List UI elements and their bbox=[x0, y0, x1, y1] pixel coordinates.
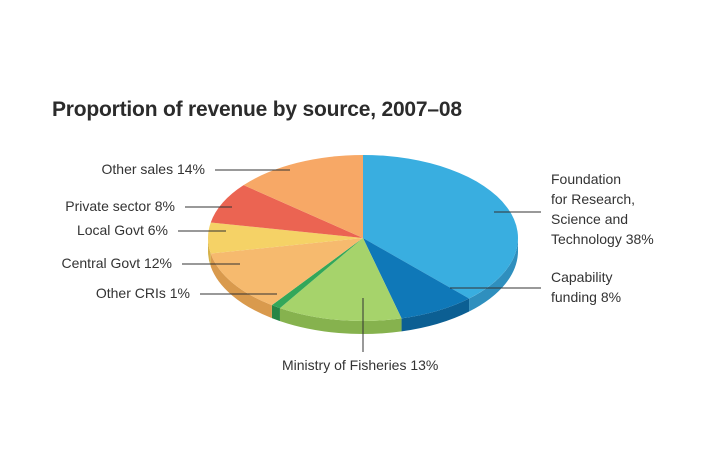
pie-slice bbox=[271, 238, 363, 309]
pie-slice-side bbox=[279, 308, 402, 334]
slice-label-line: Ministry of Fisheries 13% bbox=[282, 357, 438, 373]
slice-label-line: Private sector 8% bbox=[65, 198, 175, 214]
pie-slice bbox=[363, 155, 518, 299]
slice-label: Central Govt 12% bbox=[62, 255, 173, 271]
slice-label-line: Foundation bbox=[551, 171, 621, 187]
pie-slice bbox=[279, 238, 402, 321]
slice-label-line: Central Govt 12% bbox=[62, 255, 173, 271]
pie-slice bbox=[363, 238, 470, 319]
pie-slice-side bbox=[469, 238, 518, 312]
slice-label: Private sector 8% bbox=[65, 198, 175, 214]
slice-label-line: Capability bbox=[551, 269, 612, 285]
pie-slice bbox=[210, 238, 363, 306]
pie-slice-side bbox=[210, 253, 272, 319]
slice-label: Local Govt 6% bbox=[77, 222, 168, 238]
slice-label-line: Local Govt 6% bbox=[77, 222, 168, 238]
slice-label-line: Science and bbox=[551, 211, 628, 227]
slice-label: Capability funding 8% bbox=[551, 269, 621, 305]
slice-label-line: for Research, bbox=[551, 191, 635, 207]
slice-label: Ministry of Fisheries 13% bbox=[282, 357, 438, 373]
chart-title: Proportion of revenue by source, 2007–08 bbox=[52, 98, 462, 121]
pie-slice-side bbox=[401, 298, 470, 332]
slice-label: Foundation for Research, Science and Techno… bbox=[551, 171, 654, 247]
slice-label: Other sales 14% bbox=[102, 161, 206, 177]
pie-slice bbox=[210, 185, 363, 238]
slice-label: Other CRIs 1% bbox=[96, 285, 190, 301]
pie-slice bbox=[208, 222, 363, 254]
slice-label-line: Technology 38% bbox=[551, 231, 654, 247]
pie-slice-side bbox=[271, 305, 280, 322]
slice-label-line: Other sales 14% bbox=[102, 161, 206, 177]
slice-label-line: Other CRIs 1% bbox=[96, 285, 190, 301]
pie-slice-side bbox=[208, 238, 211, 267]
slice-label-line: funding 8% bbox=[551, 289, 621, 305]
pie-slice bbox=[243, 155, 363, 238]
